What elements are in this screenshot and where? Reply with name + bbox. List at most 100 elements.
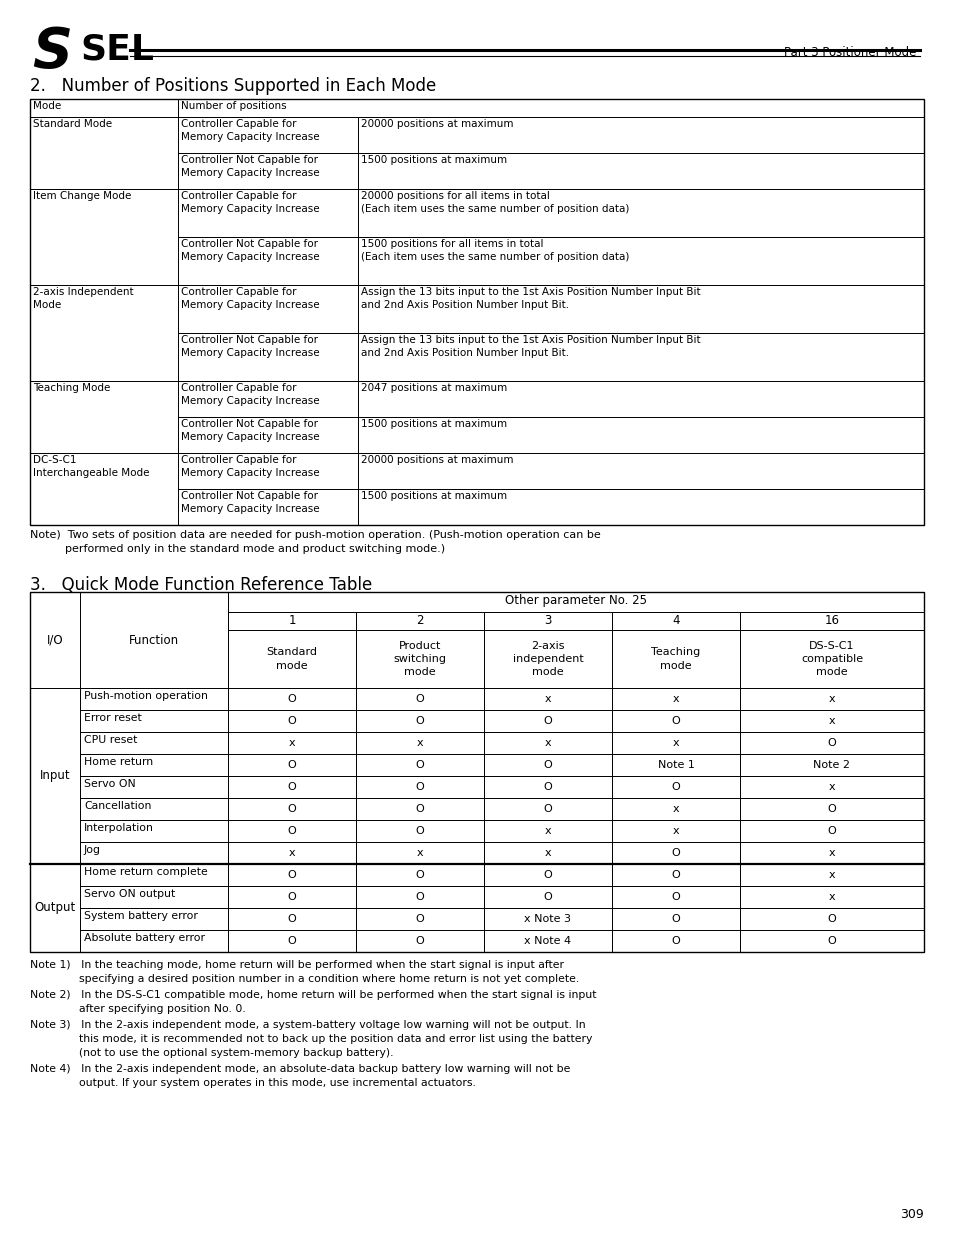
Bar: [612, 688, 740, 710]
Bar: [355, 755, 483, 776]
Text: O: O: [416, 914, 424, 924]
Text: x: x: [544, 826, 551, 836]
Text: Other parameter No. 25: Other parameter No. 25: [504, 594, 646, 606]
Bar: [30, 117, 178, 189]
Bar: [612, 885, 740, 908]
Bar: [178, 237, 357, 285]
Text: Assign the 13 bits input to the 1st Axis Position Number Input Bit
and 2nd Axis : Assign the 13 bits input to the 1st Axis…: [360, 287, 700, 310]
Text: Output: Output: [34, 902, 75, 914]
Text: 2047 positions at maximum: 2047 positions at maximum: [360, 383, 507, 393]
Bar: [30, 453, 178, 525]
Text: S: S: [32, 25, 71, 79]
Bar: [612, 930, 740, 952]
Bar: [483, 710, 612, 732]
Bar: [228, 842, 355, 864]
Bar: [357, 333, 923, 382]
Bar: [355, 885, 483, 908]
Text: O: O: [287, 782, 296, 792]
Bar: [612, 908, 740, 930]
Bar: [355, 798, 483, 820]
Text: Servo ON output: Servo ON output: [84, 889, 175, 899]
Bar: [740, 732, 923, 755]
Bar: [178, 382, 357, 417]
Bar: [80, 908, 228, 930]
Bar: [30, 382, 178, 453]
Bar: [80, 776, 228, 798]
Text: Note 4)   In the 2-axis independent mode, an absolute-data backup battery low wa: Note 4) In the 2-axis independent mode, …: [30, 1063, 570, 1088]
Bar: [740, 710, 923, 732]
Bar: [357, 489, 923, 525]
Text: O: O: [416, 869, 424, 881]
Bar: [483, 908, 612, 930]
Bar: [740, 820, 923, 842]
Text: O: O: [416, 892, 424, 902]
Text: x: x: [672, 739, 679, 748]
Text: Controller Capable for
Memory Capacity Increase: Controller Capable for Memory Capacity I…: [181, 287, 319, 310]
Text: O: O: [671, 848, 679, 858]
Text: O: O: [287, 716, 296, 726]
Bar: [80, 755, 228, 776]
Text: Function: Function: [129, 634, 179, 646]
Bar: [80, 820, 228, 842]
Text: O: O: [543, 716, 552, 726]
Text: x: x: [544, 694, 551, 704]
Text: O: O: [287, 936, 296, 946]
Bar: [228, 798, 355, 820]
Bar: [612, 820, 740, 842]
Text: 1500 positions at maximum: 1500 positions at maximum: [360, 419, 507, 429]
Text: Controller Capable for
Memory Capacity Increase: Controller Capable for Memory Capacity I…: [181, 191, 319, 214]
Bar: [355, 908, 483, 930]
Text: SEL: SEL: [80, 32, 153, 65]
Text: O: O: [671, 914, 679, 924]
Text: Standard
mode: Standard mode: [266, 647, 317, 671]
Text: 3.   Quick Mode Function Reference Table: 3. Quick Mode Function Reference Table: [30, 576, 372, 594]
Text: O: O: [416, 716, 424, 726]
Text: x: x: [828, 848, 835, 858]
Text: 20000 positions at maximum: 20000 positions at maximum: [360, 119, 513, 128]
Bar: [483, 755, 612, 776]
Text: O: O: [416, 936, 424, 946]
Text: Part 3 Positioner Mode: Part 3 Positioner Mode: [782, 46, 915, 59]
Text: Controller Capable for
Memory Capacity Increase: Controller Capable for Memory Capacity I…: [181, 119, 319, 142]
Text: 16: 16: [823, 614, 839, 627]
Bar: [80, 688, 228, 710]
Text: 1500 positions at maximum: 1500 positions at maximum: [360, 492, 507, 501]
Bar: [740, 688, 923, 710]
Text: Controller Not Capable for
Memory Capacity Increase: Controller Not Capable for Memory Capaci…: [181, 492, 319, 514]
Bar: [355, 864, 483, 885]
Bar: [483, 930, 612, 952]
Bar: [228, 710, 355, 732]
Bar: [228, 688, 355, 710]
Text: x: x: [672, 826, 679, 836]
Text: O: O: [543, 869, 552, 881]
Bar: [740, 885, 923, 908]
Text: Interpolation: Interpolation: [84, 823, 153, 832]
Text: Error reset: Error reset: [84, 713, 142, 722]
Bar: [355, 688, 483, 710]
Bar: [357, 285, 923, 333]
Bar: [740, 930, 923, 952]
Bar: [483, 885, 612, 908]
Bar: [178, 285, 357, 333]
Bar: [30, 688, 80, 864]
Bar: [80, 864, 228, 885]
Bar: [483, 820, 612, 842]
Bar: [740, 776, 923, 798]
Text: Home return complete: Home return complete: [84, 867, 208, 877]
Bar: [612, 755, 740, 776]
Text: 2-axis Independent
Mode: 2-axis Independent Mode: [33, 287, 133, 310]
Text: O: O: [287, 869, 296, 881]
Text: Teaching Mode: Teaching Mode: [33, 383, 111, 393]
Text: 309: 309: [900, 1208, 923, 1221]
Bar: [483, 630, 612, 688]
Bar: [30, 864, 80, 952]
Text: O: O: [416, 804, 424, 814]
Text: O: O: [287, 892, 296, 902]
Bar: [483, 732, 612, 755]
Bar: [228, 776, 355, 798]
Text: DS-S-C1
compatible
mode: DS-S-C1 compatible mode: [801, 641, 862, 677]
Text: 2-axis
independent
mode: 2-axis independent mode: [512, 641, 583, 677]
Text: x: x: [289, 848, 295, 858]
Text: Standard Mode: Standard Mode: [33, 119, 112, 128]
Bar: [357, 153, 923, 189]
